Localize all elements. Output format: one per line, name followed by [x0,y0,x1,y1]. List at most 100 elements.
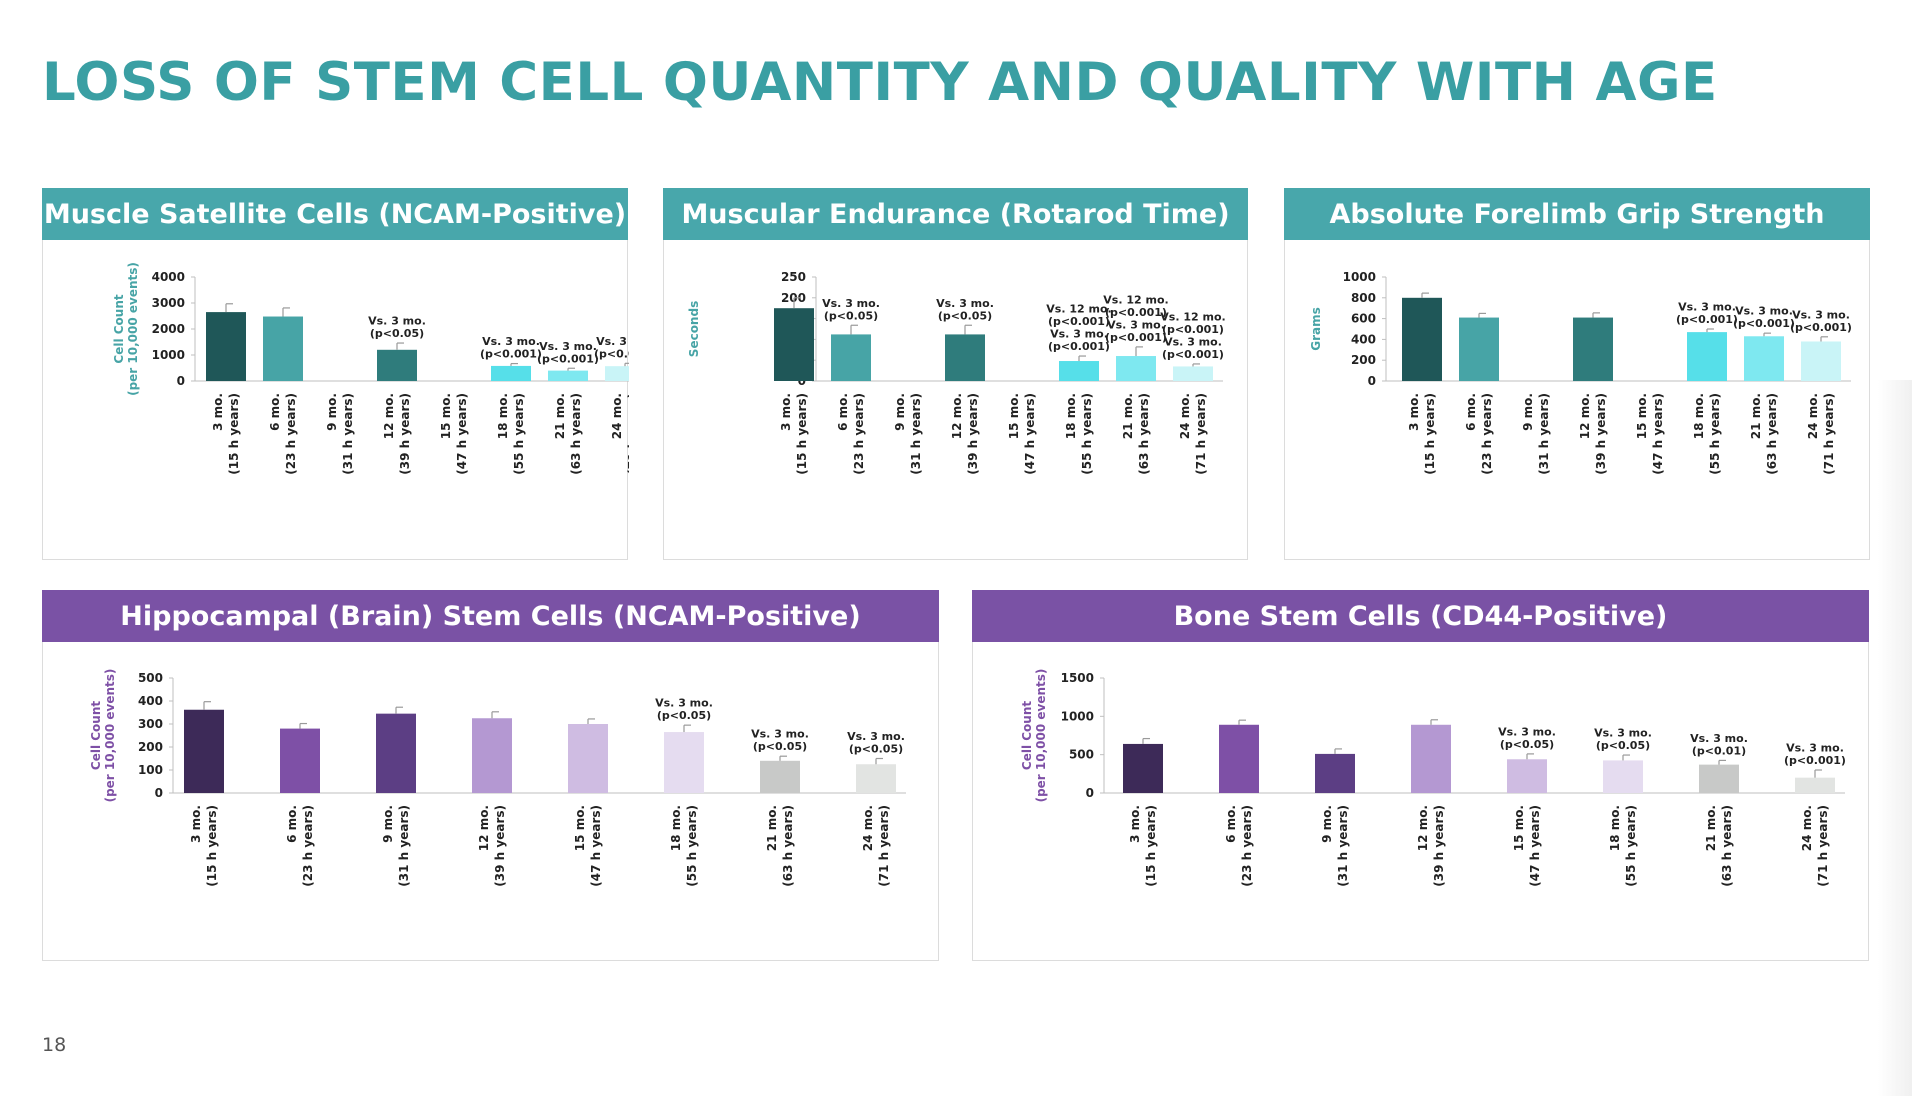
y-tick-label: 0 [1086,786,1094,800]
x-tick-label-line: 3 mo. [1407,393,1421,431]
x-tick-label: 21 mo. (63 h years) [1749,393,1779,475]
annotation-line: Vs. 3 mo. [596,335,629,348]
x-tick-label-line: 3 mo. [211,393,225,431]
x-tick-label: 6 mo. (23 h years) [285,805,315,887]
x-tick-label-line: 6 mo. [285,805,299,843]
annotation-line: Vs. 3 mo. [1050,328,1108,341]
bar [568,724,608,793]
x-tick-label-line: (39 h years) [1594,393,1608,475]
y-tick-label: 4000 [152,270,185,284]
x-tick-label-line: 3 mo. [779,393,793,431]
x-tick-label-line: (63 h years) [1765,393,1779,475]
y-axis-label: Seconds [687,301,701,357]
annotation-line: (p<0.001) [1676,313,1738,326]
chart-panel-bone: Bone Stem Cells (CD44-Positive) 0 500 1000… [972,590,1869,961]
x-tick-label-line: (15 h years) [205,805,219,887]
y-axis-label: Grams [1309,307,1323,351]
x-tick-label-line: 18 mo. [669,805,683,851]
x-tick-label-line: 9 mo. [893,393,907,431]
y-tick-label: 800 [1351,291,1376,305]
annotation-line: (p<0.001) [1105,306,1167,319]
y-tick-label: 1000 [152,348,185,362]
x-tick-label: 6 mo. (23 h years) [836,393,866,475]
x-tick-label-line: 6 mo. [836,393,850,431]
x-tick-label-line: 21 mo. [1704,805,1718,851]
chart-panel-rotarod: Muscular Endurance (Rotarod Time) 050100… [663,188,1248,560]
annotation-line: (p<0.001) [480,348,542,361]
y-axis-label-line: Grams [1309,307,1323,351]
bar [206,312,246,381]
x-tick-label: 3 mo. (15 h years) [1128,805,1158,887]
bar [1123,743,1163,793]
y-axis-label-line: (per 10,000 events) [126,262,140,396]
bar [831,334,871,381]
x-tick-label: 9 mo. (31 h years) [381,805,411,887]
y-tick-label: 500 [1069,748,1094,762]
x-tick-label-line: 21 mo. [1749,393,1763,439]
x-tick-label-line: (47 h years) [1023,393,1037,475]
chart-title: Bone Stem Cells (CD44-Positive) [1173,600,1668,632]
x-tick-label: 15 mo. (47 h years) [573,805,603,887]
annotation-line: Vs. 3 mo. [655,697,713,710]
annotation-line: (p<0.001) [537,352,599,365]
bar [1744,336,1784,381]
x-tick-label-line: (55 h years) [1624,805,1638,887]
y-axis-label-line: (per 10,000 events) [1034,669,1048,803]
x-tick-label-line: (47 h years) [589,805,603,887]
x-tick-label: 9 mo. (31 h years) [1521,393,1551,475]
bar [1219,724,1259,793]
y-axis-label: Cell Count(per 10,000 events) [1020,669,1048,803]
x-tick-label-line: (31 h years) [397,805,411,887]
slide-title: LOSS OF STEM CELL QUANTITY AND QUALITY W… [42,52,1718,113]
annotation-line: (p<0.05) [1596,739,1650,752]
x-tick-label: 9 mo. (31 h years) [1320,805,1350,887]
x-tick-label-line: 12 mo. [382,393,396,439]
chart-header: Muscular Endurance (Rotarod Time) [663,188,1248,240]
annotation-line: (p<0.001) [1048,315,1110,328]
bar [664,732,704,793]
annotation-line: (p<0.05) [938,309,992,322]
bar [548,370,588,381]
bar [1795,777,1835,793]
y-tick-label: 600 [1351,312,1376,326]
x-tick-label-line: 24 mo. [1806,393,1820,439]
x-tick-label-line: (15 h years) [1423,393,1437,475]
y-tick-label: 0 [177,374,185,388]
x-tick-label: 6 mo. (23 h years) [1464,393,1494,475]
annotation-line: Vs. 3 mo. [936,297,994,310]
y-tick-label: 0 [1368,374,1376,388]
x-tick-label-line: (23 h years) [284,393,298,475]
y-axis-label: Cell Count(per 10,000 events) [89,669,117,803]
x-tick-label-line: 12 mo. [1416,805,1430,851]
chart-svg: 0 1000 2000 3000 4000 Cell Count(per 10,000 e… [112,262,629,475]
x-tick-label: 3 mo. (15 h years) [211,393,241,475]
y-tick-label: 400 [138,694,163,708]
significance-annotation: Vs. 3 mo. (p<0.05) [936,297,994,323]
x-tick-label-line: 6 mo. [1464,393,1478,431]
annotation-line: Vs. 12 mo. [1046,303,1111,316]
page-number: 18 [42,1034,67,1056]
x-tick-label-line: (71 h years) [1194,393,1208,475]
x-tick-label-line: (55 h years) [512,393,526,475]
x-tick-label-line: (55 h years) [685,805,699,887]
x-tick-label: 21 mo. (63 h years) [553,393,583,475]
x-tick-label-line: (31 h years) [341,393,355,475]
y-axis-label-line: Cell Count [89,701,103,770]
x-tick-label-line: (63 h years) [569,393,583,475]
bar [1603,760,1643,793]
x-tick-label: 9 mo. (31 h years) [893,393,923,475]
x-tick-label-line: (47 h years) [1528,805,1542,887]
x-tick-label: 15 mo. (47 h years) [439,393,469,475]
x-tick-label-line: 21 mo. [1121,393,1135,439]
annotation-line: (p<0.001) [594,347,629,360]
x-tick-label-line: (63 h years) [1137,393,1151,475]
annotation-line: Vs. 3 mo. [1678,301,1736,314]
chart-header: Absolute Forelimb Grip Strength [1284,188,1870,240]
x-tick-label-line: 9 mo. [325,393,339,431]
annotation-line: Vs. 3 mo. [1792,308,1850,321]
x-tick-label-line: (47 h years) [1651,393,1665,475]
x-tick-label: 21 mo. (63 h years) [1121,393,1151,475]
annotation-line: (p<0.05) [824,309,878,322]
bar [1411,724,1451,793]
x-tick-label: 24 mo.(71 h years) [610,393,629,475]
